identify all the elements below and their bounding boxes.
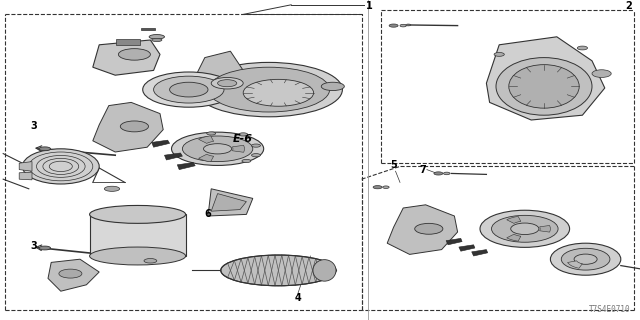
Ellipse shape <box>211 77 243 89</box>
Wedge shape <box>568 261 582 268</box>
Ellipse shape <box>509 65 579 108</box>
Text: 3: 3 <box>31 241 38 252</box>
Ellipse shape <box>406 24 411 26</box>
Ellipse shape <box>104 186 120 191</box>
Polygon shape <box>177 163 195 170</box>
Ellipse shape <box>550 243 621 275</box>
Ellipse shape <box>90 205 186 223</box>
Ellipse shape <box>144 259 157 263</box>
Wedge shape <box>540 226 550 232</box>
Polygon shape <box>208 189 253 216</box>
Ellipse shape <box>400 24 406 27</box>
Ellipse shape <box>59 269 82 278</box>
Ellipse shape <box>120 121 148 132</box>
Wedge shape <box>507 234 521 241</box>
Polygon shape <box>164 153 182 160</box>
Ellipse shape <box>574 254 597 264</box>
Polygon shape <box>472 250 488 256</box>
Ellipse shape <box>252 154 260 157</box>
Ellipse shape <box>39 147 51 151</box>
Ellipse shape <box>389 24 398 27</box>
Ellipse shape <box>152 38 162 42</box>
Ellipse shape <box>154 76 224 103</box>
Ellipse shape <box>172 132 264 165</box>
Text: T7S4E0710: T7S4E0710 <box>589 305 630 314</box>
Ellipse shape <box>243 79 314 106</box>
Ellipse shape <box>434 172 443 175</box>
Polygon shape <box>19 172 32 180</box>
Ellipse shape <box>149 35 164 39</box>
Ellipse shape <box>577 46 588 50</box>
Ellipse shape <box>242 159 251 163</box>
Polygon shape <box>19 162 32 171</box>
Ellipse shape <box>208 67 330 112</box>
Wedge shape <box>198 154 214 162</box>
Polygon shape <box>211 194 246 211</box>
Ellipse shape <box>313 260 336 281</box>
Ellipse shape <box>561 248 610 270</box>
Ellipse shape <box>239 133 248 136</box>
Text: 1: 1 <box>366 1 373 11</box>
Ellipse shape <box>492 215 558 242</box>
Ellipse shape <box>415 223 443 234</box>
Text: 7: 7 <box>419 164 426 175</box>
Polygon shape <box>192 51 243 93</box>
Polygon shape <box>486 37 605 120</box>
Ellipse shape <box>204 144 232 154</box>
Polygon shape <box>93 102 163 152</box>
Ellipse shape <box>207 132 216 135</box>
Ellipse shape <box>195 62 342 117</box>
Ellipse shape <box>444 172 450 175</box>
Ellipse shape <box>118 49 150 60</box>
Text: 2: 2 <box>625 1 632 11</box>
Ellipse shape <box>39 246 51 250</box>
Text: 3: 3 <box>31 121 38 132</box>
Ellipse shape <box>218 80 237 87</box>
Ellipse shape <box>90 247 186 265</box>
Ellipse shape <box>494 52 504 56</box>
Wedge shape <box>232 145 244 152</box>
Ellipse shape <box>373 186 382 189</box>
Text: E-6: E-6 <box>233 134 253 144</box>
Wedge shape <box>507 216 521 223</box>
Polygon shape <box>446 238 462 245</box>
Ellipse shape <box>321 82 344 91</box>
Polygon shape <box>93 40 160 75</box>
Ellipse shape <box>480 210 570 247</box>
Ellipse shape <box>496 58 592 115</box>
Ellipse shape <box>143 72 235 107</box>
Bar <box>141 28 155 30</box>
Ellipse shape <box>252 144 260 147</box>
Wedge shape <box>198 136 214 143</box>
Bar <box>116 39 140 45</box>
Polygon shape <box>48 259 99 291</box>
Polygon shape <box>90 214 186 256</box>
Ellipse shape <box>170 82 208 97</box>
Ellipse shape <box>182 136 253 162</box>
Ellipse shape <box>592 70 611 77</box>
Text: 5: 5 <box>390 160 397 170</box>
Polygon shape <box>152 140 170 147</box>
Ellipse shape <box>221 255 336 286</box>
Ellipse shape <box>511 223 539 235</box>
Polygon shape <box>387 205 458 254</box>
Ellipse shape <box>383 186 389 188</box>
Text: 4: 4 <box>294 292 301 303</box>
Text: 6: 6 <box>205 209 212 220</box>
Polygon shape <box>459 245 475 251</box>
Ellipse shape <box>22 149 99 184</box>
